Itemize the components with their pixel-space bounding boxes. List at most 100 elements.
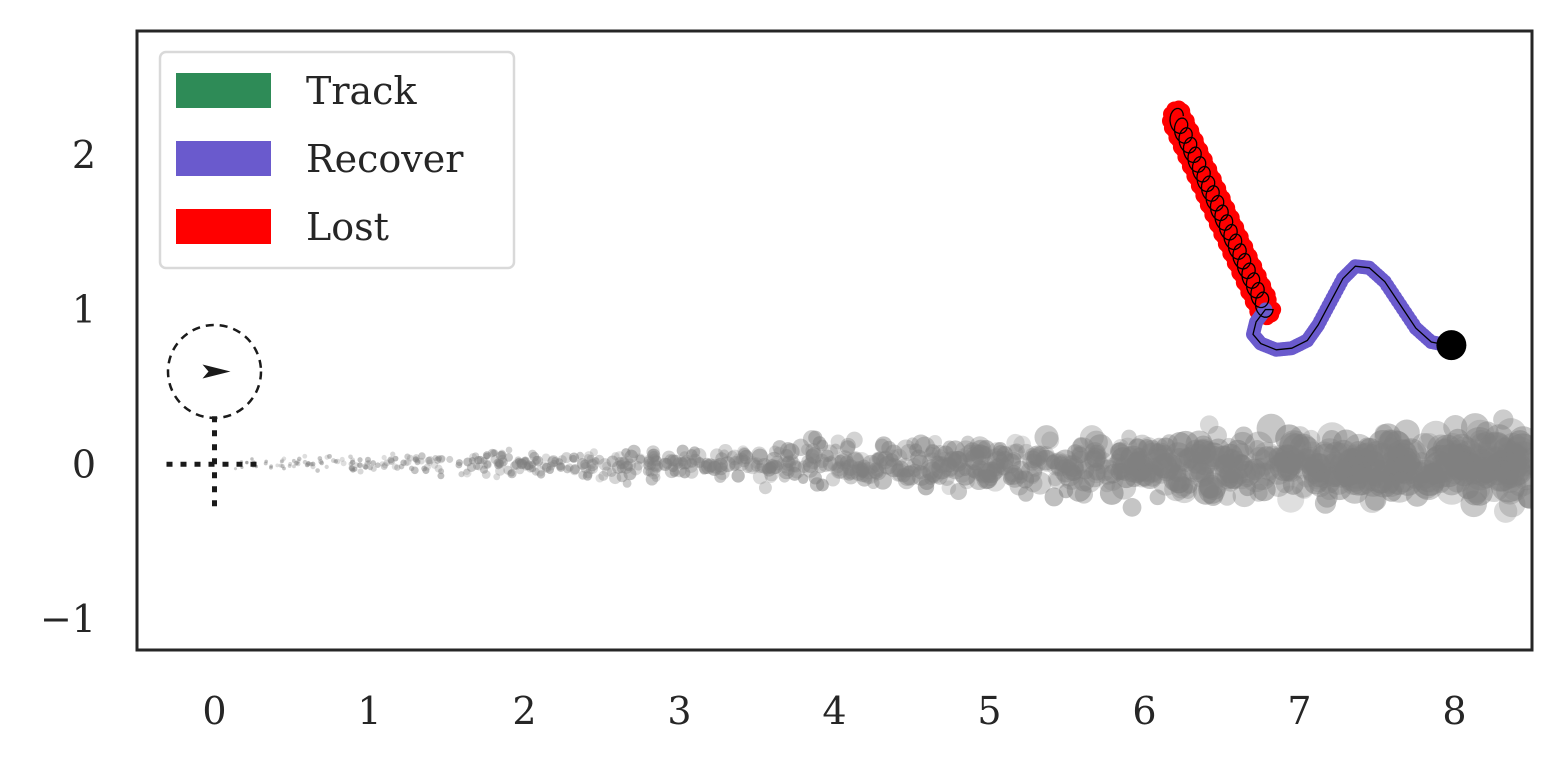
- particle-point: [1072, 460, 1088, 475]
- particle-point: [846, 431, 863, 449]
- particle-point: [751, 457, 763, 469]
- particle-point: [1364, 489, 1387, 511]
- particle-point: [961, 435, 975, 449]
- particle-point: [1417, 432, 1441, 456]
- particle-point: [468, 457, 477, 465]
- particle-point: [294, 460, 300, 466]
- particle-point: [1248, 446, 1271, 469]
- particle-point: [867, 476, 880, 490]
- particle-point: [275, 463, 280, 468]
- particle-point: [1195, 467, 1215, 487]
- particle-point: [498, 460, 507, 468]
- particle-point: [1153, 444, 1169, 460]
- particle-point: [906, 457, 922, 473]
- particle-point: [1190, 461, 1212, 483]
- particle-point: [931, 469, 948, 485]
- particle-point: [1152, 453, 1178, 479]
- particle-point: [950, 483, 968, 500]
- particle-point: [585, 465, 596, 475]
- particle-point: [606, 467, 617, 478]
- particle-point: [1197, 450, 1221, 474]
- particle-point: [737, 445, 749, 457]
- particle-point: [1198, 477, 1226, 504]
- particle-point: [611, 461, 625, 474]
- particle-point: [1016, 470, 1035, 489]
- particle-point: [463, 468, 471, 476]
- particle-point: [782, 443, 800, 461]
- particle-point: [507, 469, 517, 479]
- particle-point: [647, 458, 662, 472]
- particle-point: [1008, 443, 1025, 460]
- particle-point: [1030, 454, 1047, 472]
- particle-point: [410, 466, 419, 475]
- particle-point: [490, 455, 500, 464]
- x-tick-label: 4: [822, 689, 846, 733]
- particle-point: [1121, 429, 1137, 445]
- particle-point: [402, 459, 410, 467]
- particle-point: [685, 465, 699, 479]
- particle-point: [934, 449, 947, 462]
- particle-point: [582, 471, 593, 481]
- particle-point: [1263, 445, 1281, 463]
- particle-point: [614, 456, 625, 467]
- particle-point: [1018, 486, 1034, 502]
- particle-point: [1435, 437, 1460, 462]
- particle-point: [703, 458, 718, 473]
- particle-point: [737, 454, 751, 468]
- particle-point: [324, 464, 329, 470]
- particle-point: [547, 456, 559, 468]
- particle-point: [487, 448, 497, 458]
- particle-point: [264, 459, 268, 464]
- particle-point: [357, 468, 364, 475]
- particle-point: [1486, 446, 1508, 467]
- particle-point: [1147, 449, 1169, 471]
- particle-point: [1324, 461, 1349, 486]
- particle-point: [503, 465, 513, 475]
- particle-cloud: [233, 409, 1532, 523]
- particle-point: [1035, 449, 1058, 472]
- particle-point: [455, 461, 463, 469]
- particle-point: [1495, 418, 1527, 450]
- legend: Track Recover Lost: [158, 50, 516, 270]
- particle-point: [822, 456, 838, 472]
- particle-point: [683, 458, 699, 473]
- particle-point: [1234, 426, 1253, 445]
- particle-point: [1225, 471, 1243, 490]
- particle-point: [348, 461, 354, 467]
- particle-point: [851, 461, 864, 474]
- particle-point: [528, 449, 537, 459]
- particle-point: [1494, 499, 1518, 523]
- particle-point: [476, 455, 485, 465]
- particle-point: [647, 466, 661, 480]
- particle-point: [855, 461, 871, 477]
- particle-point: [733, 453, 744, 465]
- particle-point: [1466, 479, 1493, 506]
- particle-point: [1327, 476, 1352, 501]
- particle-point: [629, 462, 643, 476]
- particle-point: [1460, 413, 1490, 442]
- particle-point: [842, 459, 859, 476]
- particle-point: [1047, 471, 1063, 487]
- particle-point: [1291, 474, 1315, 498]
- particle-point: [818, 457, 834, 473]
- particle-point: [1079, 425, 1104, 450]
- particle-point: [1496, 476, 1524, 505]
- particle-point: [556, 462, 566, 472]
- particle-point: [315, 468, 320, 473]
- particle-point: [881, 440, 897, 456]
- particle-point: [642, 466, 653, 477]
- particle-point: [531, 467, 540, 476]
- particle-point: [1174, 449, 1198, 472]
- particle-point: [245, 460, 249, 464]
- particle-point: [1190, 438, 1217, 464]
- particle-point: [1514, 464, 1532, 489]
- particle-point: [1311, 462, 1331, 483]
- particle-point: [729, 460, 740, 472]
- particle-point: [340, 460, 347, 467]
- particle-point: [391, 463, 399, 470]
- particle-point: [1147, 442, 1174, 469]
- particle-point: [1518, 488, 1532, 509]
- particle-point: [417, 457, 425, 465]
- particle-point: [1411, 470, 1433, 491]
- particle-point: [830, 460, 849, 480]
